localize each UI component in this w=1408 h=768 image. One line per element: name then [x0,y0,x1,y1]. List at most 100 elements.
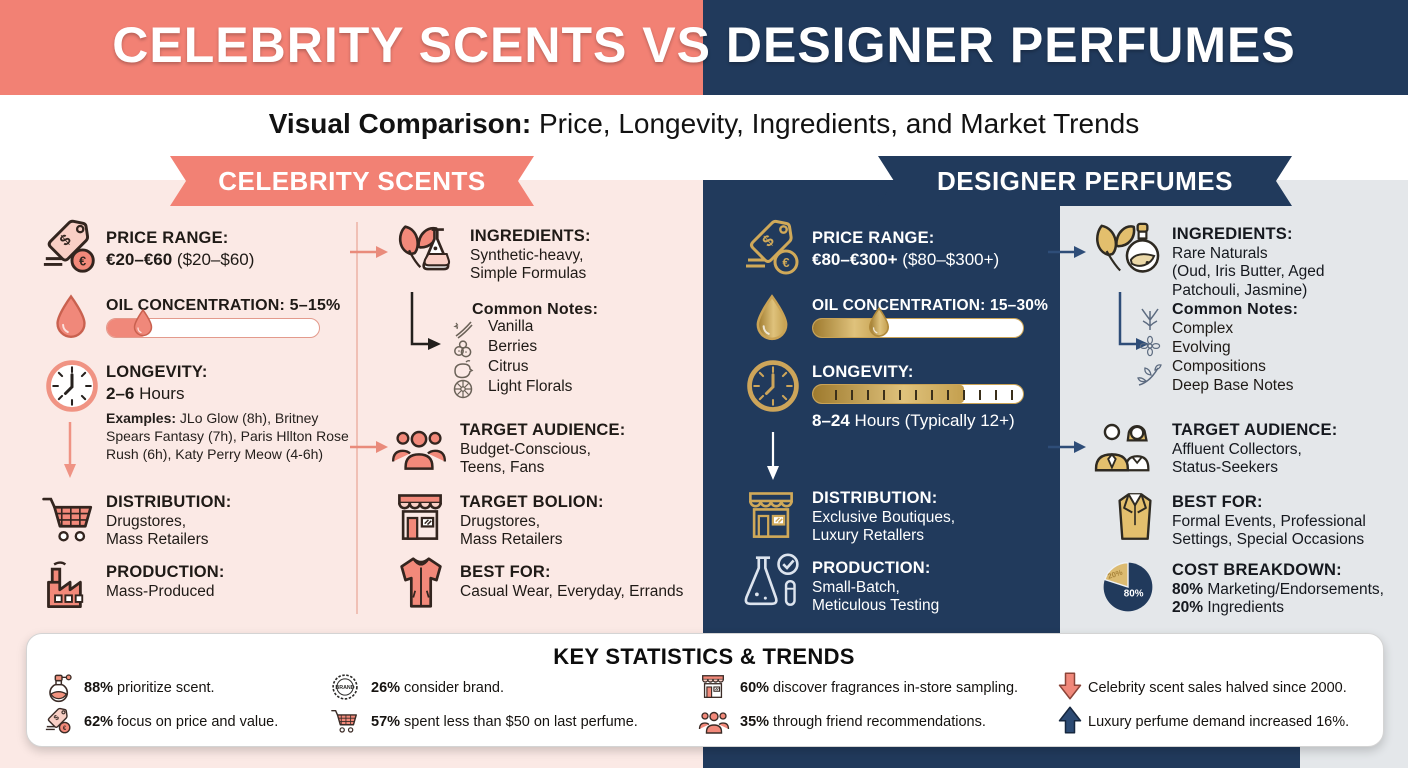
right-audience-line1: Affluent Collectors, [1172,440,1302,458]
droplet-gold-icon [752,292,792,344]
right-best-for-line2: Settings, Special Occasions [1172,531,1365,549]
ribbon-designer: DESIGNER PERFUMES [878,156,1292,206]
stat-scent: 88% prioritize scent. [84,680,215,696]
right-best-for: BEST FOR: Formal Events, Professional Se… [1172,492,1366,550]
right-longevity-ruler [812,384,1024,404]
right-distribution: DISTRIBUTION: Exclusive Boutiques, Luxur… [812,488,955,546]
banner-right-bg [703,0,1408,95]
iris-plant-icon [1141,308,1159,330]
flask-check-icon [736,552,806,616]
ribbon-celebrity-label: CELEBRITY SCENTS [218,165,486,196]
right-cost-line2-rest: Ingredients [1203,599,1285,617]
flow-arrow-down-left-icon [64,422,76,478]
left-best-for-label: BEST FOR: [460,563,551,581]
stat-spend: 57% spent less than $50 on last perfume. [371,714,638,730]
right-cost-breakdown: COST BREAKDOWN: 80% Marketing/Endorsemen… [1172,560,1384,618]
right-cost-line1-bold: 80% [1172,580,1204,598]
right-oil-bar-fill [813,319,883,337]
right-cost-line1-rest: Marketing/Endorsements, [1203,580,1384,598]
left-production: PRODUCTION: Mass-Produced [106,562,225,601]
note-compositions: Compositions [1172,358,1266,375]
right-distribution-line1: Exclusive Boutiques, [812,508,956,526]
left-examples-rest: JLo Glow (8h), Britney Spears Fantasy (7… [106,410,349,462]
right-longevity-value-bold: 8–24 [812,411,850,430]
pie-main-label: 80% [1124,588,1144,599]
right-production-line1: Small-Batch, [812,578,900,596]
jasmine-flower-icon [1139,335,1161,357]
flow-arrow-right-audience-icon [350,441,388,453]
two-people-icon [1090,418,1160,474]
right-ingredients: INGREDIENTS: Rare Naturals (Oud, Iris Bu… [1172,224,1325,300]
right-production-label: PRODUCTION: [812,559,931,577]
citrus-icon [454,360,474,379]
note-light-florals: Light Florals [488,378,573,395]
droplet-icon [52,293,90,341]
ribbon-celebrity: CELEBRITY SCENTS [170,156,534,206]
left-longevity: LONGEVITY: 2–6 Hours [106,362,208,404]
brand-badge-text: BRAND [335,685,354,691]
left-distribution: DISTRIBUTION: Drugstores, Mass Retailers [106,492,231,550]
right-ingredients-line3: Patchouli, Jasmine) [1172,281,1308,299]
note-berries: Berries [488,338,538,355]
right-price-label: PRICE RANGE: [812,229,935,247]
right-ingredients-line1: Rare Naturals [1172,244,1268,262]
right-oil-bar [812,318,1024,338]
left-price-label: PRICE RANGE: [106,229,229,247]
left-audience-line1: Budget-Conscious, [460,440,591,458]
leaf-flask-icon [390,222,462,286]
stat-price-value: 62% focus on price and value. [84,714,279,730]
price-tag-gold-icon [742,216,806,280]
right-audience-line2: Status-Seekers [1172,459,1278,477]
clock-icon [42,356,102,416]
pie-chart-icon: 80% 20% [1103,561,1153,612]
right-longevity-value-rest: Hours (Typically 12+) [849,411,1015,430]
stat-luxury-growth: Luxury perfume demand increased 16%. [1088,714,1350,730]
right-cost-label: COST BREAKDOWN: [1172,561,1342,579]
right-production: PRODUCTION: Small-Batch, Meticulous Test… [812,558,939,616]
berries-icon [454,340,472,358]
left-production-line1: Mass-Produced [106,582,215,600]
arrow-up-icon [1058,704,1082,736]
stat-friends: 35% through friend recommendations. [740,714,986,730]
arrow-down-icon [1058,670,1082,702]
right-ingredients-label: INGREDIENTS: [1172,225,1293,243]
factory-icon [40,556,102,616]
note-deep-base-notes: Deep Base Notes [1172,377,1294,394]
storefront-small-icon [698,672,728,702]
sprig-icon [1137,364,1162,386]
right-production-line2: Meticulous Testing [812,597,940,615]
left-oil-label: OIL CONCENTRATION: 5–15% [106,297,341,314]
right-cost-line2-bold: 20% [1172,599,1204,617]
subtitle: Visual Comparison: Price, Longevity, Ing… [0,108,1408,140]
right-common-notes-label: Common Notes: [1172,301,1299,318]
brand-badge-icon: BRAND [332,674,358,700]
left-column-divider [356,222,358,614]
right-best-for-line1: Formal Events, Professional [1172,512,1366,530]
left-bolion-label: TARGET BOLION: [460,493,604,511]
left-longevity-value-rest: Hours [134,383,185,403]
left-longevity-value-bold: 2–6 [106,383,135,403]
right-price-value-bold: €80–€300+ [812,249,898,269]
people-group-small-icon [698,708,730,736]
flow-arrow-right-ingredients-gold-icon [1048,246,1086,258]
right-distribution-line2: Luxury Retallers [812,527,924,545]
storefront-icon [390,488,450,548]
note-vanilla: Vanilla [488,318,534,335]
left-common-notes-label: Common Notes: [472,301,599,318]
left-distribution-line1: Drugstores, [106,512,187,530]
note-citrus: Citrus [488,358,529,375]
left-target-bolion: TARGET BOLION: Drugstores, Mass Retailer… [460,492,604,550]
left-audience-label: TARGET AUDIENCE: [460,421,626,439]
left-ingredients: INGREDIENTS: Synthetic-heavy, Simple For… [470,226,591,284]
people-group-icon [388,424,450,474]
right-oil-label: OIL CONCENTRATION: 15–30% [812,297,1049,314]
left-ingredients-line2: Simple Formulas [470,265,587,283]
left-examples: Examples: JLo Glow (8h), Britney Spears … [106,410,362,464]
right-ingredients-line2: (Oud, Iris Butter, Aged [1172,263,1325,281]
right-longevity-ruler-ticks [821,390,1015,400]
flow-arrow-elbow-left-icon [410,292,441,350]
shopping-cart-small-icon [330,706,360,736]
page-title: CELEBRITY SCENTS VS DESIGNER PERFUMES [112,17,1296,73]
right-longevity-value: 8–24 Hours (Typically 12+) [812,410,1015,431]
